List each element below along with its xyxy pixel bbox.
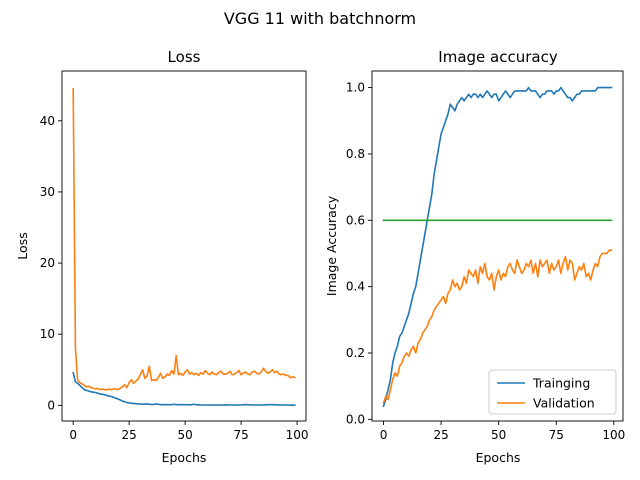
loss-chart-ytick-label: 20: [40, 256, 55, 270]
accuracy-chart-xtick-label: 25: [433, 428, 448, 442]
loss-chart-ytick-label: 0: [47, 398, 55, 412]
accuracy-chart-xtick-label: 50: [491, 428, 506, 442]
loss-chart-xtick-label: 25: [122, 428, 137, 442]
accuracy-chart-legend-label-training: Trainging: [532, 376, 590, 391]
loss-chart-xtick-label: 75: [233, 428, 248, 442]
accuracy-chart-ytick-label: 0.8: [346, 147, 365, 161]
figure-suptitle: VGG 11 with batchnorm: [224, 9, 416, 28]
loss-chart-ytick-label: 10: [40, 327, 55, 341]
accuracy-chart-ytick-label: 0.6: [346, 213, 365, 227]
loss-chart-series-validation: [72, 87, 296, 391]
accuracy-chart-xtick-label: 100: [602, 428, 625, 442]
accuracy-chart-title: Image accuracy: [438, 48, 558, 66]
accuracy-chart-frame: [371, 70, 624, 422]
accuracy-chart-legend: Trainging Validation: [488, 369, 617, 415]
loss-chart-title: Loss: [168, 48, 201, 66]
accuracy-chart-xtick-label: 75: [549, 428, 564, 442]
loss-chart-ylabel: Loss: [15, 232, 30, 259]
loss-chart-xtick-label: 0: [69, 428, 77, 442]
loss-chart: Loss Epochs Loss 0 25 50 75 100 0 10 20 30 40: [15, 48, 308, 465]
loss-chart-xlabel: Epochs: [162, 450, 207, 465]
loss-chart-frame: [61, 70, 307, 422]
accuracy-chart-ylabel: Image Accuracy: [324, 195, 339, 296]
accuracy-chart-series-training: [382, 86, 613, 408]
loss-chart-xtick-label: 100: [286, 428, 309, 442]
accuracy-chart-ytick-label: 0.4: [346, 280, 365, 294]
loss-chart-xtick-label: 50: [177, 428, 192, 442]
loss-chart-ytick-label: 30: [40, 185, 55, 199]
accuracy-chart-ytick-label: 1.0: [346, 81, 365, 95]
accuracy-chart-ytick-label: 0.0: [346, 412, 365, 426]
accuracy-chart-ytick-label: 0.2: [346, 346, 365, 360]
accuracy-chart-xtick-label: 0: [380, 428, 388, 442]
accuracy-chart-xlabel: Epochs: [476, 450, 521, 465]
loss-chart-ytick-label: 40: [40, 114, 55, 128]
accuracy-chart: Image accuracy Epochs Image Accuracy 0 25…: [324, 48, 625, 465]
accuracy-chart-series-validation: [382, 249, 613, 404]
accuracy-chart-legend-label-validation: Validation: [533, 396, 595, 411]
loss-chart-series-training: [72, 371, 296, 406]
